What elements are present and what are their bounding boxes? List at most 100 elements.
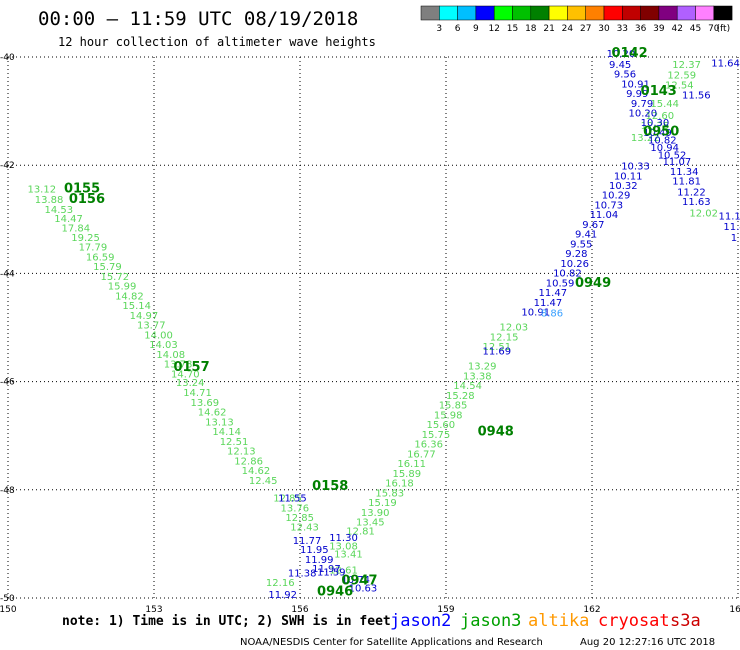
data-point-label: 10.59: [546, 278, 575, 289]
footer-note: note: 1) Time is in UTC; 2) SWH is in fe…: [62, 614, 391, 629]
data-point-label: 13.12: [27, 184, 56, 195]
data-point-label: 12.51: [220, 437, 249, 448]
data-point-label: 16.36: [414, 440, 443, 451]
data-point-label: 15.72: [100, 272, 129, 283]
data-point-label: 13.41: [334, 549, 363, 560]
x-tick-label: 159: [437, 605, 454, 615]
data-point-label: 10.52: [658, 151, 687, 162]
data-point-label: 11.56: [682, 91, 711, 102]
colorbar-swatch: [585, 5, 605, 21]
data-point-label: 12.37: [672, 60, 701, 71]
colorbar-label: 70: [708, 24, 720, 34]
colorbar-label: 30: [598, 24, 610, 34]
data-point-label: 12.51: [483, 342, 512, 353]
time-label: 0156: [69, 192, 105, 207]
data-point-label: 11.92: [268, 590, 297, 601]
x-tick-label: 156: [291, 605, 308, 615]
colorbar-swatch: [676, 5, 696, 21]
data-point-label: 1: [731, 233, 737, 244]
data-point-label: 16.59: [86, 252, 115, 263]
colorbar-label: 6: [455, 24, 461, 34]
data-point-label: 11.16: [719, 211, 740, 222]
data-point-label: 14.62: [242, 466, 271, 477]
satellite-label-s3a: s3a: [670, 611, 701, 631]
footer-timestamp: Aug 20 12:27:16 UTC 2018: [580, 637, 715, 648]
data-point-label: 11.64: [711, 59, 740, 70]
colorbar-label: 18: [525, 24, 537, 34]
colorbar-swatch: [457, 5, 477, 21]
data-point-label: 11.38: [288, 568, 317, 579]
data-point-label: 11.4: [723, 222, 740, 233]
color-legend: 3 6 9 12 15 18 21 24 27 30 33 36 39 42 45 70(ft): [420, 5, 733, 34]
data-point-label: 12.15: [490, 332, 519, 343]
footer-credit: NOAA/NESDIS Center for Satellite Applica…: [240, 637, 543, 648]
colorbar-label: 33: [617, 24, 628, 34]
data-point-label: 13.88: [35, 195, 64, 206]
data-point-label: 13.77: [137, 321, 166, 332]
data-point-label: 15.60: [427, 420, 456, 431]
data-point-label: 13.29: [468, 362, 497, 373]
satellite-label-cryosat: cryosat: [598, 611, 670, 631]
colorbar-label: 12: [488, 24, 499, 34]
colorbar-swatch: [603, 5, 623, 21]
data-point-label: 12.59: [667, 71, 696, 82]
y-tick-label: -42: [0, 161, 15, 171]
data-point-label: 17.79: [79, 243, 108, 254]
y-tick-label: -48: [0, 486, 15, 496]
satellite-label-altika: altika: [528, 611, 589, 631]
data-point-label: 15.85: [439, 401, 468, 412]
satellite-label-jason2: jason2: [390, 611, 451, 631]
data-point-label: 10.73: [594, 200, 623, 211]
data-point-label: 12.54: [665, 80, 694, 91]
data-point-label: 14.47: [54, 214, 83, 225]
data-point-label: 15.19: [368, 498, 397, 509]
data-point-label: 11.99: [305, 555, 334, 566]
y-tick-label: -50: [0, 594, 15, 604]
data-point-label: 9.45: [609, 60, 631, 71]
data-point-label: 9.67: [582, 220, 604, 231]
data-point-label: 15.89: [392, 469, 421, 480]
data-point-label: 15.83: [375, 488, 404, 499]
data-point-label: 14.62: [198, 408, 227, 419]
chart-subtitle: 12 hour collection of altimeter wave hei…: [58, 35, 376, 49]
data-point-label: 15.75: [422, 430, 451, 441]
data-point-label: 15.99: [108, 282, 137, 293]
data-point-label: 10.74: [341, 575, 370, 586]
data-point-label: 13.78: [164, 360, 193, 371]
colorbar-label: 27: [580, 24, 591, 34]
data-point-label: 10.82: [648, 136, 677, 147]
data-point-label: 12.43: [290, 522, 319, 533]
data-point-label: 12.02: [689, 209, 718, 220]
data-point-label: 12.81: [346, 527, 375, 538]
data-point-label: 10.91: [521, 308, 550, 319]
colorbar-label: 21: [543, 24, 554, 34]
colorbar-label: 9: [473, 24, 479, 34]
data-point-label: 14.82: [115, 291, 144, 302]
data-point-label: 15.44: [650, 99, 679, 110]
data-point-label: 16.77: [407, 449, 436, 460]
data-point-label: 12.03: [500, 323, 529, 334]
data-point-label: 13.38: [463, 371, 492, 382]
data-point-label: 12.13: [227, 447, 256, 458]
data-point-label: 13.76: [281, 503, 310, 514]
data-point-label: 14.00: [144, 330, 173, 341]
data-point-label: 13.69: [191, 398, 220, 409]
colorbar-label: 3: [436, 24, 442, 34]
data-point-label: 12.16: [266, 578, 295, 589]
data-point-label: 17.84: [62, 224, 91, 235]
colorbar-swatch: [713, 5, 733, 21]
data-point-label: 16.18: [385, 479, 414, 490]
data-point-label: 11.04: [590, 210, 619, 221]
data-point-label: 10.20: [607, 49, 636, 60]
data-point-label: 19.25: [71, 233, 100, 244]
y-tick-label: -40: [0, 53, 15, 63]
colorbar-swatch: [475, 5, 495, 21]
colorbar-swatch: [567, 5, 586, 21]
x-tick-label: 165: [729, 605, 740, 615]
colorbar-swatch: [512, 5, 532, 21]
satellite-legend: jason2 jason3 altika cryosat s3a: [390, 611, 701, 631]
colorbar-unit: (ft): [717, 24, 731, 34]
data-point-label: 11.22: [677, 187, 706, 198]
data-point-label: 10.11: [614, 171, 643, 182]
time-label: 0158: [312, 479, 348, 494]
